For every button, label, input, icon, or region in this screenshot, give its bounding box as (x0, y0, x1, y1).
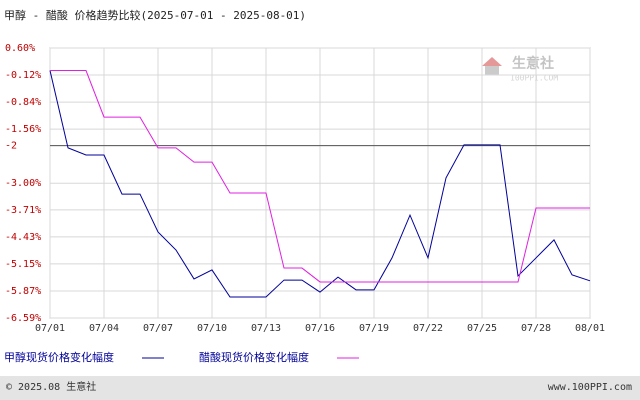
legend-label: 甲醇现货价格变化幅度 (4, 350, 114, 364)
x-tick-label: 07/16 (305, 323, 335, 334)
x-tick-label: 07/28 (521, 323, 551, 334)
x-tick-label: 07/07 (143, 323, 173, 334)
y-tick-label: -3.71% (5, 205, 41, 216)
x-tick-label: 08/01 (575, 323, 605, 334)
x-tick-label: 07/10 (197, 323, 227, 334)
y-tick-label: -0.12% (5, 70, 41, 81)
watermark-name: 生意社 (512, 55, 554, 72)
footer-bar (0, 376, 640, 400)
chart-title: 甲醇 - 醋酸 价格趋势比较(2025-07-01 - 2025-08-01) (4, 8, 306, 22)
y-tick-label: -4.43% (5, 232, 41, 243)
line-series (49, 70, 591, 298)
y-tick-label: -3.00% (5, 178, 41, 189)
watermark-url: 100PPI.COM (510, 74, 558, 83)
footer-left: © 2025.08 生意社 (6, 380, 96, 393)
x-tick-label: 07/19 (359, 323, 389, 334)
x-tick-label: 07/01 (35, 323, 65, 334)
y-tick-label: -5.15% (5, 259, 41, 270)
legend-label: 醋酸现货价格变化幅度 (199, 350, 309, 364)
x-tick-label: 07/13 (251, 323, 281, 334)
watermark-icon (485, 66, 499, 75)
y-tick-label: -2 (5, 141, 17, 152)
x-tick-label: 07/22 (413, 323, 443, 334)
x-tick-label: 07/04 (89, 323, 119, 334)
y-tick-label: -1.56% (5, 124, 41, 135)
line-series (50, 70, 590, 283)
y-tick-label: -5.87% (5, 286, 41, 297)
y-tick-label: -6.59% (5, 313, 41, 324)
footer-right: www.100PPI.com (548, 382, 632, 393)
x-tick-label: 07/25 (467, 323, 497, 334)
y-tick-label: -0.84% (5, 97, 41, 108)
watermark: 生意社 100PPI.COM (482, 55, 558, 83)
y-tick-label: 0.60% (5, 43, 35, 54)
watermark-icon (482, 57, 502, 66)
